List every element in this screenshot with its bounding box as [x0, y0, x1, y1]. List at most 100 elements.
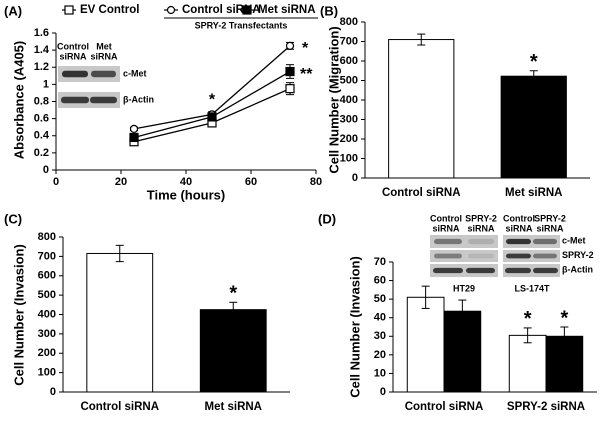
error-bar [229, 301, 238, 318]
y-tick-label: 500 [38, 289, 56, 301]
blot-band [506, 238, 531, 245]
y-tick-label: 800 [340, 16, 358, 28]
blot-band [468, 238, 494, 245]
inset-lane-label: SPRY-2 [534, 213, 566, 223]
inset-cell-line: LS-174T [514, 283, 550, 293]
blot-band [466, 267, 495, 274]
y-tick-label: 500 [340, 74, 358, 86]
inset-lane-label: Control [430, 213, 462, 223]
legend-entry: EV Control [62, 4, 139, 16]
y-tick-label: 600 [38, 270, 56, 282]
y-tick-label: 1.6 [34, 27, 49, 39]
significance-mark: * [560, 307, 568, 329]
marker [207, 112, 217, 122]
inset-lane-label: Control [503, 213, 535, 223]
marker [64, 5, 74, 15]
blot-background [430, 264, 498, 277]
significance-mark: * [229, 283, 237, 305]
y-tick-label: 50 [374, 293, 386, 305]
blot-band [533, 253, 557, 259]
y-axis-label: Cell Number (Invasion) [347, 256, 362, 398]
significance-mark: ** [300, 66, 313, 83]
y-tick-label: 0 [43, 164, 49, 176]
error-bar [458, 299, 467, 323]
panel-label: (A) [4, 3, 22, 18]
bar [500, 75, 567, 179]
legend-entry: Met siRNA [240, 4, 316, 16]
inset-row-label: c-Met [123, 68, 147, 78]
y-tick-label: 100 [38, 367, 56, 379]
blot-background [503, 250, 560, 262]
blot-background [503, 235, 560, 248]
panel-label: (C) [4, 211, 22, 226]
x-tick-label: 0 [53, 176, 59, 188]
legend-label: EV Control [80, 4, 139, 16]
inset-lane-label: siRNA [505, 223, 533, 233]
y-tick-label: 60 [374, 274, 386, 286]
x-tick-label: Control siRNA [405, 401, 484, 413]
error-bar [421, 285, 430, 309]
y-tick-label: 700 [38, 250, 56, 262]
y-tick-label: 30 [374, 330, 386, 342]
legend-label: Control siRNA [182, 4, 261, 16]
error-bar [417, 33, 426, 46]
blot-background [503, 264, 560, 277]
marker [242, 5, 252, 15]
blot-band [434, 238, 462, 245]
marker [129, 124, 139, 133]
y-tick-label: 1 [43, 78, 49, 90]
significance-mark: * [302, 40, 309, 57]
inset-cell-line: HT29 [453, 283, 475, 293]
bar [443, 310, 482, 393]
y-tick-label: 1.4 [34, 44, 50, 56]
y-tick-label: 0 [352, 172, 358, 184]
blot-background [430, 250, 498, 262]
significance-mark: * [524, 308, 532, 330]
inset-row-label: β-Actin [562, 264, 593, 274]
y-tick-label: 700 [340, 35, 358, 47]
y-tick-label: 300 [38, 328, 56, 340]
bar [388, 39, 455, 179]
legend-label: Met siRNA [258, 4, 316, 16]
y-tick-label: 200 [38, 347, 56, 359]
y-tick-label: 0 [380, 386, 386, 398]
x-axis-label: Time (hours) [147, 187, 226, 202]
y-tick-label: 20 [374, 349, 386, 361]
blot-background [430, 235, 498, 248]
significance-mark: * [530, 51, 538, 73]
y-axis-label: Cell Number (Migration) [326, 26, 341, 173]
blot-band [62, 70, 88, 78]
inset-lane-label: siRNA [90, 51, 118, 61]
inset-row-label: c-Met [562, 235, 586, 245]
inset-row-label: β-Actin [123, 94, 154, 104]
inset-lane-label: SPRY-2 [465, 213, 497, 223]
y-tick-label: 1.2 [34, 61, 49, 73]
error-bar [523, 327, 532, 344]
blot-band [468, 253, 494, 259]
y-tick-label: 600 [340, 55, 358, 67]
error-bar [529, 70, 538, 83]
marker [285, 84, 295, 94]
marker [129, 132, 139, 143]
x-tick-label: Met siRNA [505, 187, 563, 199]
inset-lane-label: siRNA [536, 223, 564, 233]
bar [86, 252, 154, 393]
y-axis-label: Absorbance (A405) [11, 41, 26, 159]
y-axis-label: Cell Number (Invasion) [11, 244, 26, 386]
x-tick-label: Control siRNA [80, 401, 159, 413]
y-tick-label: 400 [340, 94, 358, 106]
y-tick-label: 300 [340, 113, 358, 125]
y-tick-label: 800 [38, 231, 56, 243]
blot-band [433, 267, 463, 274]
x-tick-label: 60 [245, 176, 257, 188]
significance-mark: * [209, 92, 216, 109]
y-tick-label: 100 [340, 152, 358, 164]
inset-lane-label: siRNA [432, 223, 460, 233]
panel-label: (B) [320, 3, 338, 18]
y-tick-label: 10 [374, 367, 386, 379]
blot-band [505, 267, 531, 274]
inset-row-label: SPRY-2 [562, 250, 594, 260]
y-tick-label: 70 [374, 256, 386, 268]
inset-lane-label: Control [57, 41, 89, 51]
